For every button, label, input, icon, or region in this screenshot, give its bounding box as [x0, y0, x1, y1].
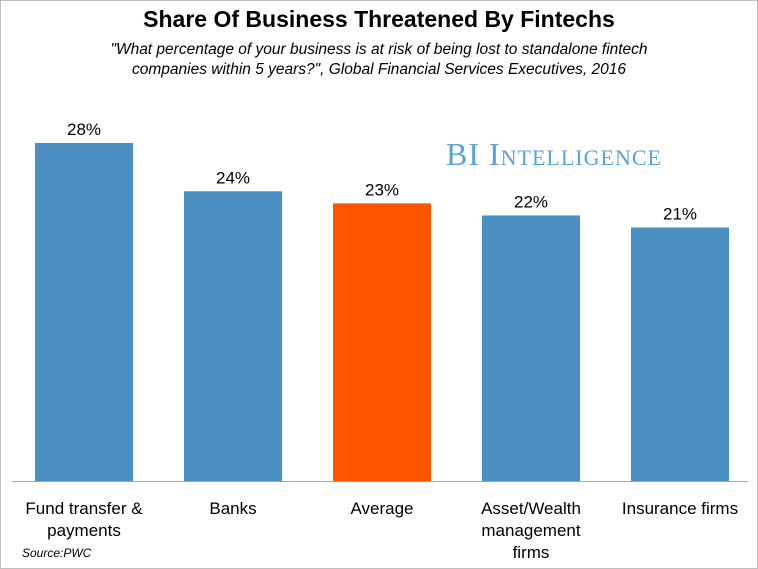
- x-tick-label-asset-wealth-management-firms: Asset/Wealth management firms: [481, 499, 581, 562]
- value-labels-group: 28% 24% 23% 22% 21%: [67, 120, 697, 224]
- value-label-fund-transfer-payments: 28%: [67, 120, 101, 139]
- chart-subtitle: "What percentage of your business is at …: [90, 40, 668, 80]
- chart-title: Share Of Business Threatened By Fintechs: [143, 6, 615, 32]
- bar-average: [333, 203, 431, 481]
- x-tick-labels-group: Fund transfer & payments Banks Average Asset…: [25, 499, 738, 562]
- value-label-banks: 24%: [216, 168, 250, 187]
- subtitle-line-1: "What percentage of your business is at …: [110, 41, 648, 58]
- bar-fund-transfer-payments: [35, 143, 133, 481]
- subtitle-line-2: companies within 5 years?", Global Finan…: [132, 61, 626, 78]
- value-label-insurance-firms: 21%: [663, 205, 697, 224]
- x-tick-label-banks: Banks: [209, 499, 256, 518]
- bar-asset-wealth-management-firms: [482, 215, 580, 481]
- bar-insurance-firms: [631, 227, 729, 481]
- source-note: Source:PWC: [22, 546, 92, 560]
- x-tick-label-fund-transfer-payments: Fund transfer & payments: [25, 499, 143, 540]
- value-label-asset-wealth-management-firms: 22%: [514, 192, 548, 211]
- bar-banks: [184, 191, 282, 482]
- x-tick-label-average: Average: [350, 499, 413, 518]
- bars-group: [35, 143, 729, 482]
- value-label-average: 23%: [365, 180, 399, 199]
- x-tick-label-insurance-firms: Insurance firms: [622, 499, 738, 518]
- brand-logo: BI Intelligence: [446, 136, 662, 172]
